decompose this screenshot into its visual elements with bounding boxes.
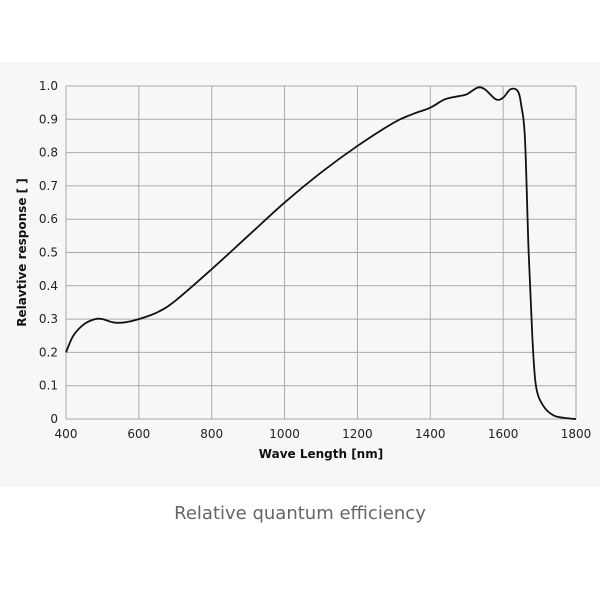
x-tick-label: 800 <box>200 427 223 441</box>
x-tick-label: 1400 <box>415 427 446 441</box>
chart-caption: Relative quantum efficiency <box>174 503 426 524</box>
x-tick-label: 400 <box>55 427 78 441</box>
y-tick-label: 0.1 <box>39 379 58 393</box>
x-tick-label: 600 <box>127 427 150 441</box>
y-axis-label: Relavtive response [ ] <box>15 178 29 327</box>
x-tick-label: 1200 <box>342 427 373 441</box>
y-tick-label: 0.3 <box>39 312 58 326</box>
y-tick-label: 0 <box>50 412 58 426</box>
x-tick-label: 1800 <box>561 427 592 441</box>
y-tick-label: 0.4 <box>39 279 58 293</box>
series-line <box>65 86 577 420</box>
y-tick-label: 0.8 <box>39 146 58 160</box>
x-tick-label: 1000 <box>269 427 300 441</box>
x-axis-label: Wave Length [nm] <box>259 447 383 461</box>
chart-panel <box>0 62 600 487</box>
y-tick-label: 0.5 <box>39 246 58 260</box>
y-tick-label: 1.0 <box>39 79 58 93</box>
y-tick-label: 0.7 <box>39 179 58 193</box>
y-tick-label: 0.2 <box>39 345 58 359</box>
y-tick-label: 0.6 <box>39 212 58 226</box>
x-tick-label: 1600 <box>488 427 519 441</box>
y-tick-label: 0.9 <box>39 112 58 126</box>
